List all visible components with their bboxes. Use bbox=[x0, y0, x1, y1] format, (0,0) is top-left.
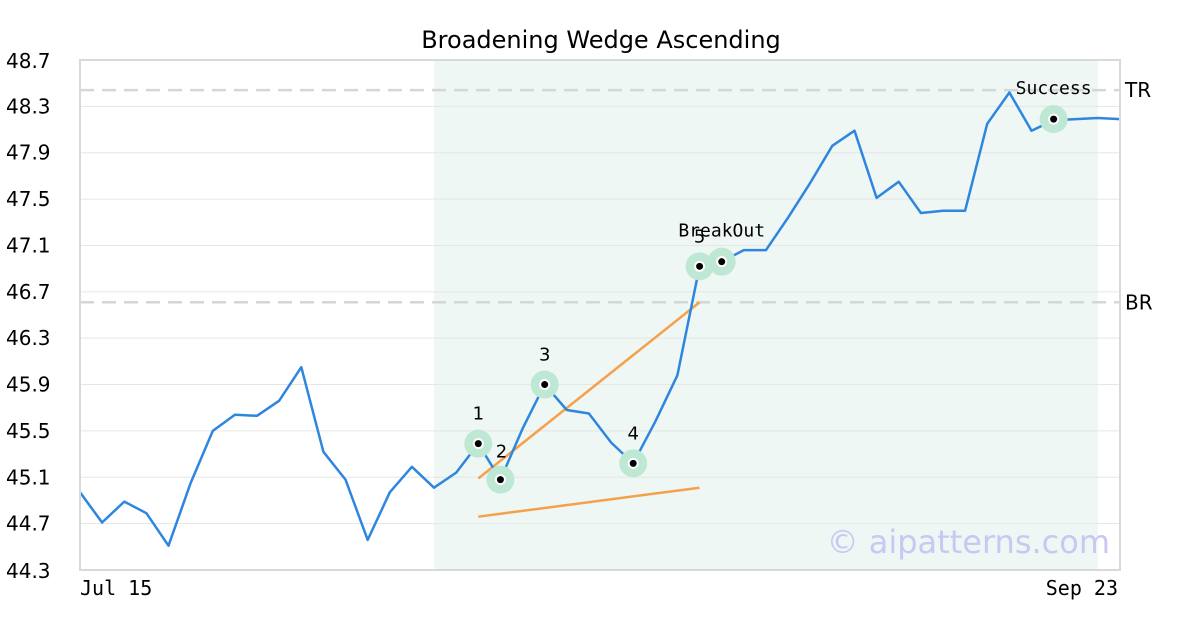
point-label: 1 bbox=[473, 404, 484, 425]
reference-lines: TR BR bbox=[80, 78, 1153, 314]
pattern-point bbox=[1050, 115, 1058, 123]
annotation-label: BreakOut bbox=[678, 221, 765, 242]
y-tick-label: 47.9 bbox=[6, 141, 51, 165]
y-tick-label: 44.3 bbox=[6, 559, 51, 583]
y-tick-label: 45.1 bbox=[6, 465, 51, 489]
point-label: 4 bbox=[627, 423, 638, 444]
y-tick-label: 48.3 bbox=[6, 94, 51, 118]
gridlines bbox=[80, 59, 1120, 571]
y-tick-label: 45.5 bbox=[6, 419, 51, 443]
trend-line bbox=[477, 301, 701, 480]
watermark: © aipatterns.com bbox=[827, 523, 1110, 561]
pattern-point bbox=[496, 476, 504, 484]
x-tick-label: Jul 15 bbox=[80, 576, 152, 600]
point-label: 3 bbox=[539, 345, 550, 366]
point-label: 2 bbox=[496, 442, 507, 463]
y-tick-label: 47.1 bbox=[6, 233, 51, 257]
price-series bbox=[78, 91, 1121, 547]
y-tick-label: 45.9 bbox=[6, 373, 51, 397]
y-tick-label: 44.7 bbox=[6, 512, 51, 536]
y-tick-label: 48.7 bbox=[6, 49, 51, 73]
pattern-point bbox=[718, 258, 726, 266]
reference-label: BR bbox=[1125, 290, 1153, 314]
pattern-point bbox=[541, 381, 549, 389]
highlight-region bbox=[434, 60, 1098, 570]
y-axis-ticks: 44.3 44.7 45.1 45.5 45.9 46.3 46.7 47.1 47.5 47.9… bbox=[6, 49, 51, 583]
plot-frame bbox=[79, 59, 1121, 571]
annotation-label: Success bbox=[1016, 78, 1092, 99]
x-axis-ticks: Jul 15 Sep 23 bbox=[80, 576, 1118, 600]
series-line bbox=[78, 91, 1121, 547]
point-label: 5 bbox=[694, 226, 705, 247]
x-tick-label: Sep 23 bbox=[1046, 576, 1118, 600]
y-tick-label: 46.3 bbox=[6, 326, 51, 350]
pattern-point bbox=[474, 440, 482, 448]
pattern-point bbox=[696, 262, 704, 270]
pattern-point bbox=[629, 459, 637, 467]
highlight-region-layer bbox=[434, 60, 1098, 570]
y-tick-label: 47.5 bbox=[6, 187, 51, 211]
chart-title: Broadening Wedge Ascending bbox=[421, 26, 781, 54]
y-tick-label: 46.7 bbox=[6, 280, 51, 304]
trend-line bbox=[478, 486, 700, 518]
reference-label: TR bbox=[1124, 78, 1151, 102]
trend-lines bbox=[477, 301, 701, 518]
pattern-points bbox=[464, 105, 1068, 494]
